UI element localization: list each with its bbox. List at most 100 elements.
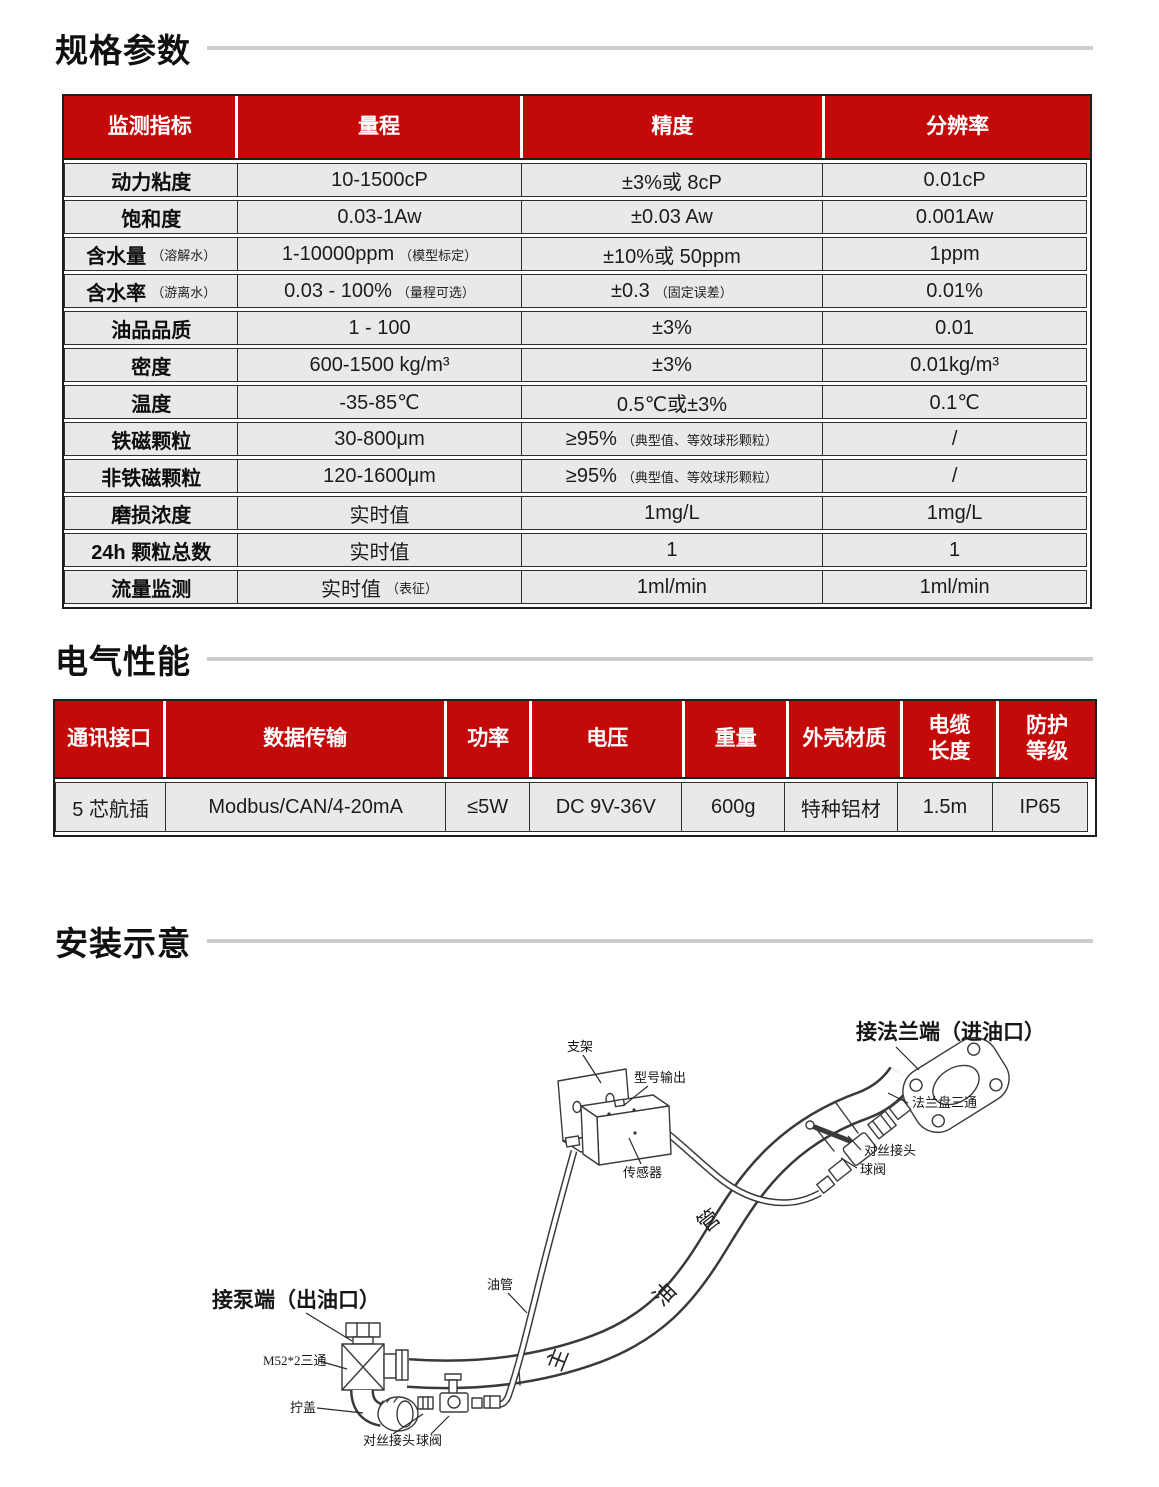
table-row: 铁磁颗粒 30-800μm ≥95% （典型值、等效球形颗粒） /	[64, 422, 1090, 456]
metric-cell: 含水量 （溶解水）	[64, 237, 239, 271]
thread-joint-bottom-part	[417, 1396, 434, 1410]
resolution-cell: 0.1℃	[822, 385, 1087, 419]
resolution-cell: 1ppm	[822, 237, 1087, 271]
elec-header-ip-rating: 防护 等级	[1026, 713, 1069, 763]
elec-header-cable-length: 电缆 长度	[903, 701, 1000, 777]
range-cell: 实时值	[237, 533, 522, 567]
range-cell: 0.03-1Aw	[237, 200, 522, 234]
pump-end-label: 接泵端（出油口）	[212, 1288, 380, 1312]
cap-leader	[316, 1407, 364, 1414]
table-row: 动力粘度 10-1500cP ±3%或 8cP 0.01cP	[64, 163, 1090, 197]
flange-end-leader	[895, 1046, 920, 1071]
cap-fitting	[350, 1389, 419, 1432]
ball-valve-bottom-label: 球阀	[416, 1433, 442, 1448]
flange-tee-label: 法兰盘三通	[912, 1095, 977, 1110]
metric-cell: 密度	[64, 348, 239, 382]
ip-rating-cell: IP65	[992, 782, 1088, 832]
elec-header-power: 功率	[447, 701, 533, 777]
accuracy-cell: ±3%	[520, 348, 824, 382]
signal-output-label: 型号输出	[634, 1070, 686, 1085]
ball-valve-right-label: 球阀	[860, 1162, 886, 1177]
resolution-cell: 1ml/min	[822, 570, 1087, 604]
range-cell: 1 - 100	[237, 311, 522, 345]
accuracy-cell: ≥95% （典型值、等效球形颗粒）	[520, 422, 824, 456]
resolution-cell: 0.01cP	[822, 163, 1087, 197]
range-cell: 120-1600μm	[237, 459, 522, 493]
resolution-cell: 0.001Aw	[822, 200, 1087, 234]
electrical-title-rule	[207, 657, 1093, 661]
elec-header-weight: 重量	[685, 701, 790, 777]
electrical-table-body: 5 芯航插 Modbus/CAN/4-20mA ≤5W DC 9V-36V 60…	[55, 782, 1095, 835]
table-row: 磨损浓度 实时值 1mg/L 1mg/L	[64, 496, 1090, 530]
oil-pipe-leader	[507, 1292, 528, 1314]
voltage-cell: DC 9V-36V	[529, 782, 683, 832]
table-row: 流量监测 实时值 （表征） 1ml/min 1ml/min	[64, 570, 1090, 604]
m52-tee-label: M52*2三通	[263, 1353, 327, 1368]
metric-cell: 含水率 （游离水）	[64, 274, 239, 308]
ball-valve-handle	[809, 1123, 853, 1144]
elec-header-interface: 通讯接口	[55, 701, 167, 777]
range-cell: 实时值	[237, 496, 522, 530]
install-section-title: 安装示意	[55, 925, 191, 962]
resolution-cell: 0.01kg/m³	[822, 348, 1087, 382]
table-row: 密度 600-1500 kg/m³ ±3% 0.01kg/m³	[64, 348, 1090, 382]
accuracy-cell: 0.5℃或±3%	[520, 385, 824, 419]
ball-valve-bottom-leader	[430, 1415, 450, 1435]
thread-joint-bottom-label: 对丝接头	[363, 1433, 415, 1448]
resolution-cell: /	[822, 422, 1087, 456]
elec-header-data-transfer: 数据传输	[166, 701, 448, 777]
range-cell: 实时值 （表征）	[237, 570, 522, 604]
table-row: 5 芯航插 Modbus/CAN/4-20mA ≤5W DC 9V-36V 60…	[55, 782, 1095, 832]
housing-cell: 特种铝材	[784, 782, 898, 832]
install-title-rule	[207, 939, 1093, 943]
table-row: 24h 颗粒总数 实时值 1 1	[64, 533, 1090, 567]
specs-table-header-row: 监测指标 量程 精度 分辨率	[64, 96, 1090, 160]
resolution-cell: 1mg/L	[822, 496, 1087, 530]
accuracy-cell: ±3%或 8cP	[520, 163, 824, 197]
table-row: 温度 -35-85℃ 0.5℃或±3% 0.1℃	[64, 385, 1090, 419]
sensor-label: 传感器	[623, 1165, 662, 1180]
weight-cell: 600g	[681, 782, 786, 832]
sensor-leader	[628, 1137, 642, 1165]
electrical-section-title: 电气性能	[55, 643, 191, 680]
table-row: 含水率 （游离水） 0.03 - 100% （量程可选） ±0.3 （固定误差） 0.…	[64, 274, 1090, 308]
resolution-cell: 0.01	[822, 311, 1087, 345]
range-cell: 10-1500cP	[237, 163, 522, 197]
oil-tube-left	[497, 1150, 578, 1408]
metric-cell: 非铁磁颗粒	[64, 459, 239, 493]
sensor-box	[564, 1094, 672, 1166]
metric-cell: 动力粘度	[64, 163, 239, 197]
resolution-cell: 0.01%	[822, 274, 1087, 308]
install-section-header: 安装示意	[55, 917, 1093, 965]
specs-section-title: 规格参数	[55, 32, 191, 69]
interface-cell: 5 芯航插	[55, 782, 167, 832]
range-cell: -35-85℃	[237, 385, 522, 419]
ball-valve-right-leader	[840, 1157, 858, 1169]
oil-tube-right	[659, 1126, 822, 1207]
specs-title-rule	[207, 46, 1093, 50]
m52-tee-leader	[318, 1360, 348, 1370]
table-row: 非铁磁颗粒 120-1600μm ≥95% （典型值、等效球形颗粒） /	[64, 459, 1090, 493]
specs-section-header: 规格参数	[55, 0, 1093, 72]
range-cell: 0.03 - 100% （量程可选）	[237, 274, 522, 308]
metric-cell: 铁磁颗粒	[64, 422, 239, 456]
accuracy-cell: ±3%	[520, 311, 824, 345]
accuracy-cell: 1mg/L	[520, 496, 824, 530]
specs-header-metric: 监测指标	[64, 96, 239, 158]
specs-header-range: 量程	[238, 96, 523, 158]
specs-table-body: 动力粘度 10-1500cP ±3%或 8cP 0.01cP 饱和度 0.03-…	[64, 163, 1090, 607]
table-row: 油品品质 1 - 100 ±3% 0.01	[64, 311, 1090, 345]
metric-cell: 油品品质	[64, 311, 239, 345]
bottom-fitting-chain	[417, 1373, 501, 1413]
thread-joint-bottom-leader	[392, 1413, 424, 1435]
table-row: 含水量 （溶解水） 1-10000ppm （模型标定） ±10%或 50ppm 1p…	[64, 237, 1090, 271]
metric-cell: 饱和度	[64, 200, 239, 234]
bracket-label: 支架	[567, 1039, 593, 1054]
electrical-section-header: 电气性能	[55, 635, 1093, 683]
resolution-cell: 1	[822, 533, 1087, 567]
flange-tee-leader	[887, 1092, 909, 1104]
thread-joint-right-label: 对丝接头	[864, 1143, 916, 1158]
m52-tee-fitting	[341, 1322, 409, 1391]
table-row: 饱和度 0.03-1Aw ±0.03 Aw 0.001Aw	[64, 200, 1090, 234]
